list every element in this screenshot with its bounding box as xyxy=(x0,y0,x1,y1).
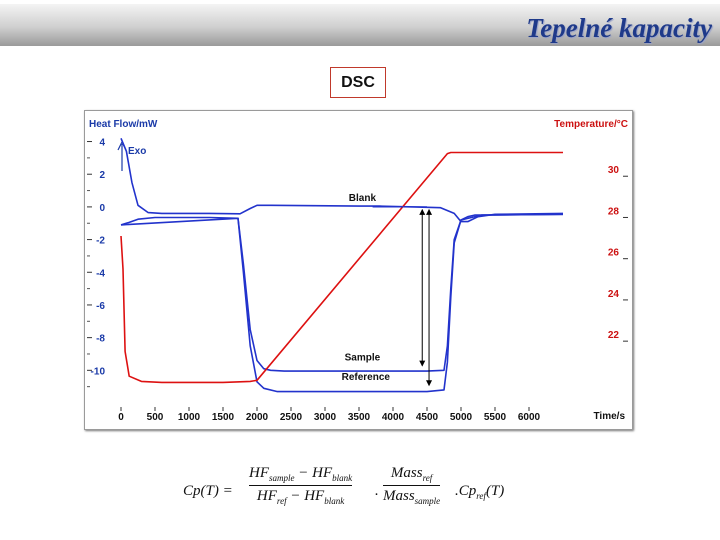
series-line-0 xyxy=(120,137,564,223)
annotation-blank: Blank xyxy=(349,193,377,204)
slide-title: Tepelné kapacity xyxy=(526,13,712,43)
x-axis-label: Time/s xyxy=(594,411,626,422)
y-axis-label: Heat Flow/mW xyxy=(89,119,158,130)
delta-marker-head-top xyxy=(419,208,426,215)
y-tick-label: -8 xyxy=(96,334,105,345)
series-line-1 xyxy=(120,213,564,372)
heat-capacity-formula: Cp(T) = HFsample − HFblank HFref − HFbla… xyxy=(183,463,533,523)
x-tick-label: 1500 xyxy=(212,412,235,423)
formula-fraction-hf: HFsample − HFblank HFref − HFblank xyxy=(249,465,353,506)
y2-tick-label: 22 xyxy=(608,330,620,341)
y-tick-label: 2 xyxy=(99,170,105,181)
y-tick-label: -6 xyxy=(96,301,105,312)
annotation-reference: Reference xyxy=(342,372,391,383)
markers-group xyxy=(372,206,433,387)
dsc-chart: Heat Flow/mW Temperature/°C Time/s Exo 4 2 0 -2… xyxy=(84,110,633,430)
x-tick-label: 4000 xyxy=(382,412,405,423)
x-tick-label: 1000 xyxy=(178,412,201,423)
delta-marker-head-top xyxy=(426,208,433,215)
exo-label: Exo xyxy=(128,146,146,157)
annotation-sample: Sample xyxy=(345,353,381,364)
y-tick-label: 4 xyxy=(99,138,105,149)
formula-dot: . xyxy=(375,483,379,499)
axes-group xyxy=(87,140,628,411)
series-line-2 xyxy=(120,213,564,393)
formula-fraction-mass: Massref Masssample xyxy=(383,465,441,506)
formula-mass-numerator: Massref xyxy=(390,465,433,483)
x-tick-label: 2000 xyxy=(246,412,269,423)
x-tick-label: 2500 xyxy=(280,412,303,423)
delta-marker-head-bottom xyxy=(426,380,433,387)
x-tick-label: 5500 xyxy=(484,412,507,423)
y2-axis-label: Temperature/°C xyxy=(554,119,628,130)
fraction-line xyxy=(249,485,353,486)
y-tick-label: -4 xyxy=(96,268,105,279)
formula-lhs: Cp(T) = xyxy=(183,483,233,499)
x-tick-label: 6000 xyxy=(518,412,541,423)
fraction-line xyxy=(383,485,441,486)
y2-tick-label: 28 xyxy=(608,206,620,217)
x-tick-label: 3500 xyxy=(348,412,371,423)
chart-svg: Heat Flow/mW Temperature/°C Time/s Exo 4 2 0 -2… xyxy=(87,119,628,423)
series-group xyxy=(120,137,564,393)
series-line-3 xyxy=(120,151,563,384)
x-tick-label: 4500 xyxy=(416,412,439,423)
y-tick-label: -2 xyxy=(96,236,105,247)
formula-hf-numerator: HFsample − HFblank xyxy=(249,465,353,483)
y-tick-label: -10 xyxy=(91,366,106,377)
formula-tail: .Cpref(T) xyxy=(455,483,505,501)
x-tick-label: 5000 xyxy=(450,412,473,423)
x-tick-label: 0 xyxy=(118,412,124,423)
y2-tick-label: 30 xyxy=(608,165,620,176)
formula-hf-denominator: HFref − HFblank xyxy=(256,488,345,506)
title-bar: Tepelné kapacity xyxy=(0,4,720,46)
formula-mass-denominator: Masssample xyxy=(383,488,441,506)
y-tick-label: 0 xyxy=(99,203,105,214)
labels-group: Heat Flow/mW Temperature/°C Time/s Exo 4 2 0 -2… xyxy=(89,119,628,423)
x-tick-label: 3000 xyxy=(314,412,337,423)
dsc-label: DSC xyxy=(330,67,386,98)
delta-marker-head-bottom xyxy=(419,360,426,367)
y2-tick-label: 26 xyxy=(608,248,620,259)
y2-tick-label: 24 xyxy=(608,289,620,300)
x-tick-label: 500 xyxy=(147,412,164,423)
